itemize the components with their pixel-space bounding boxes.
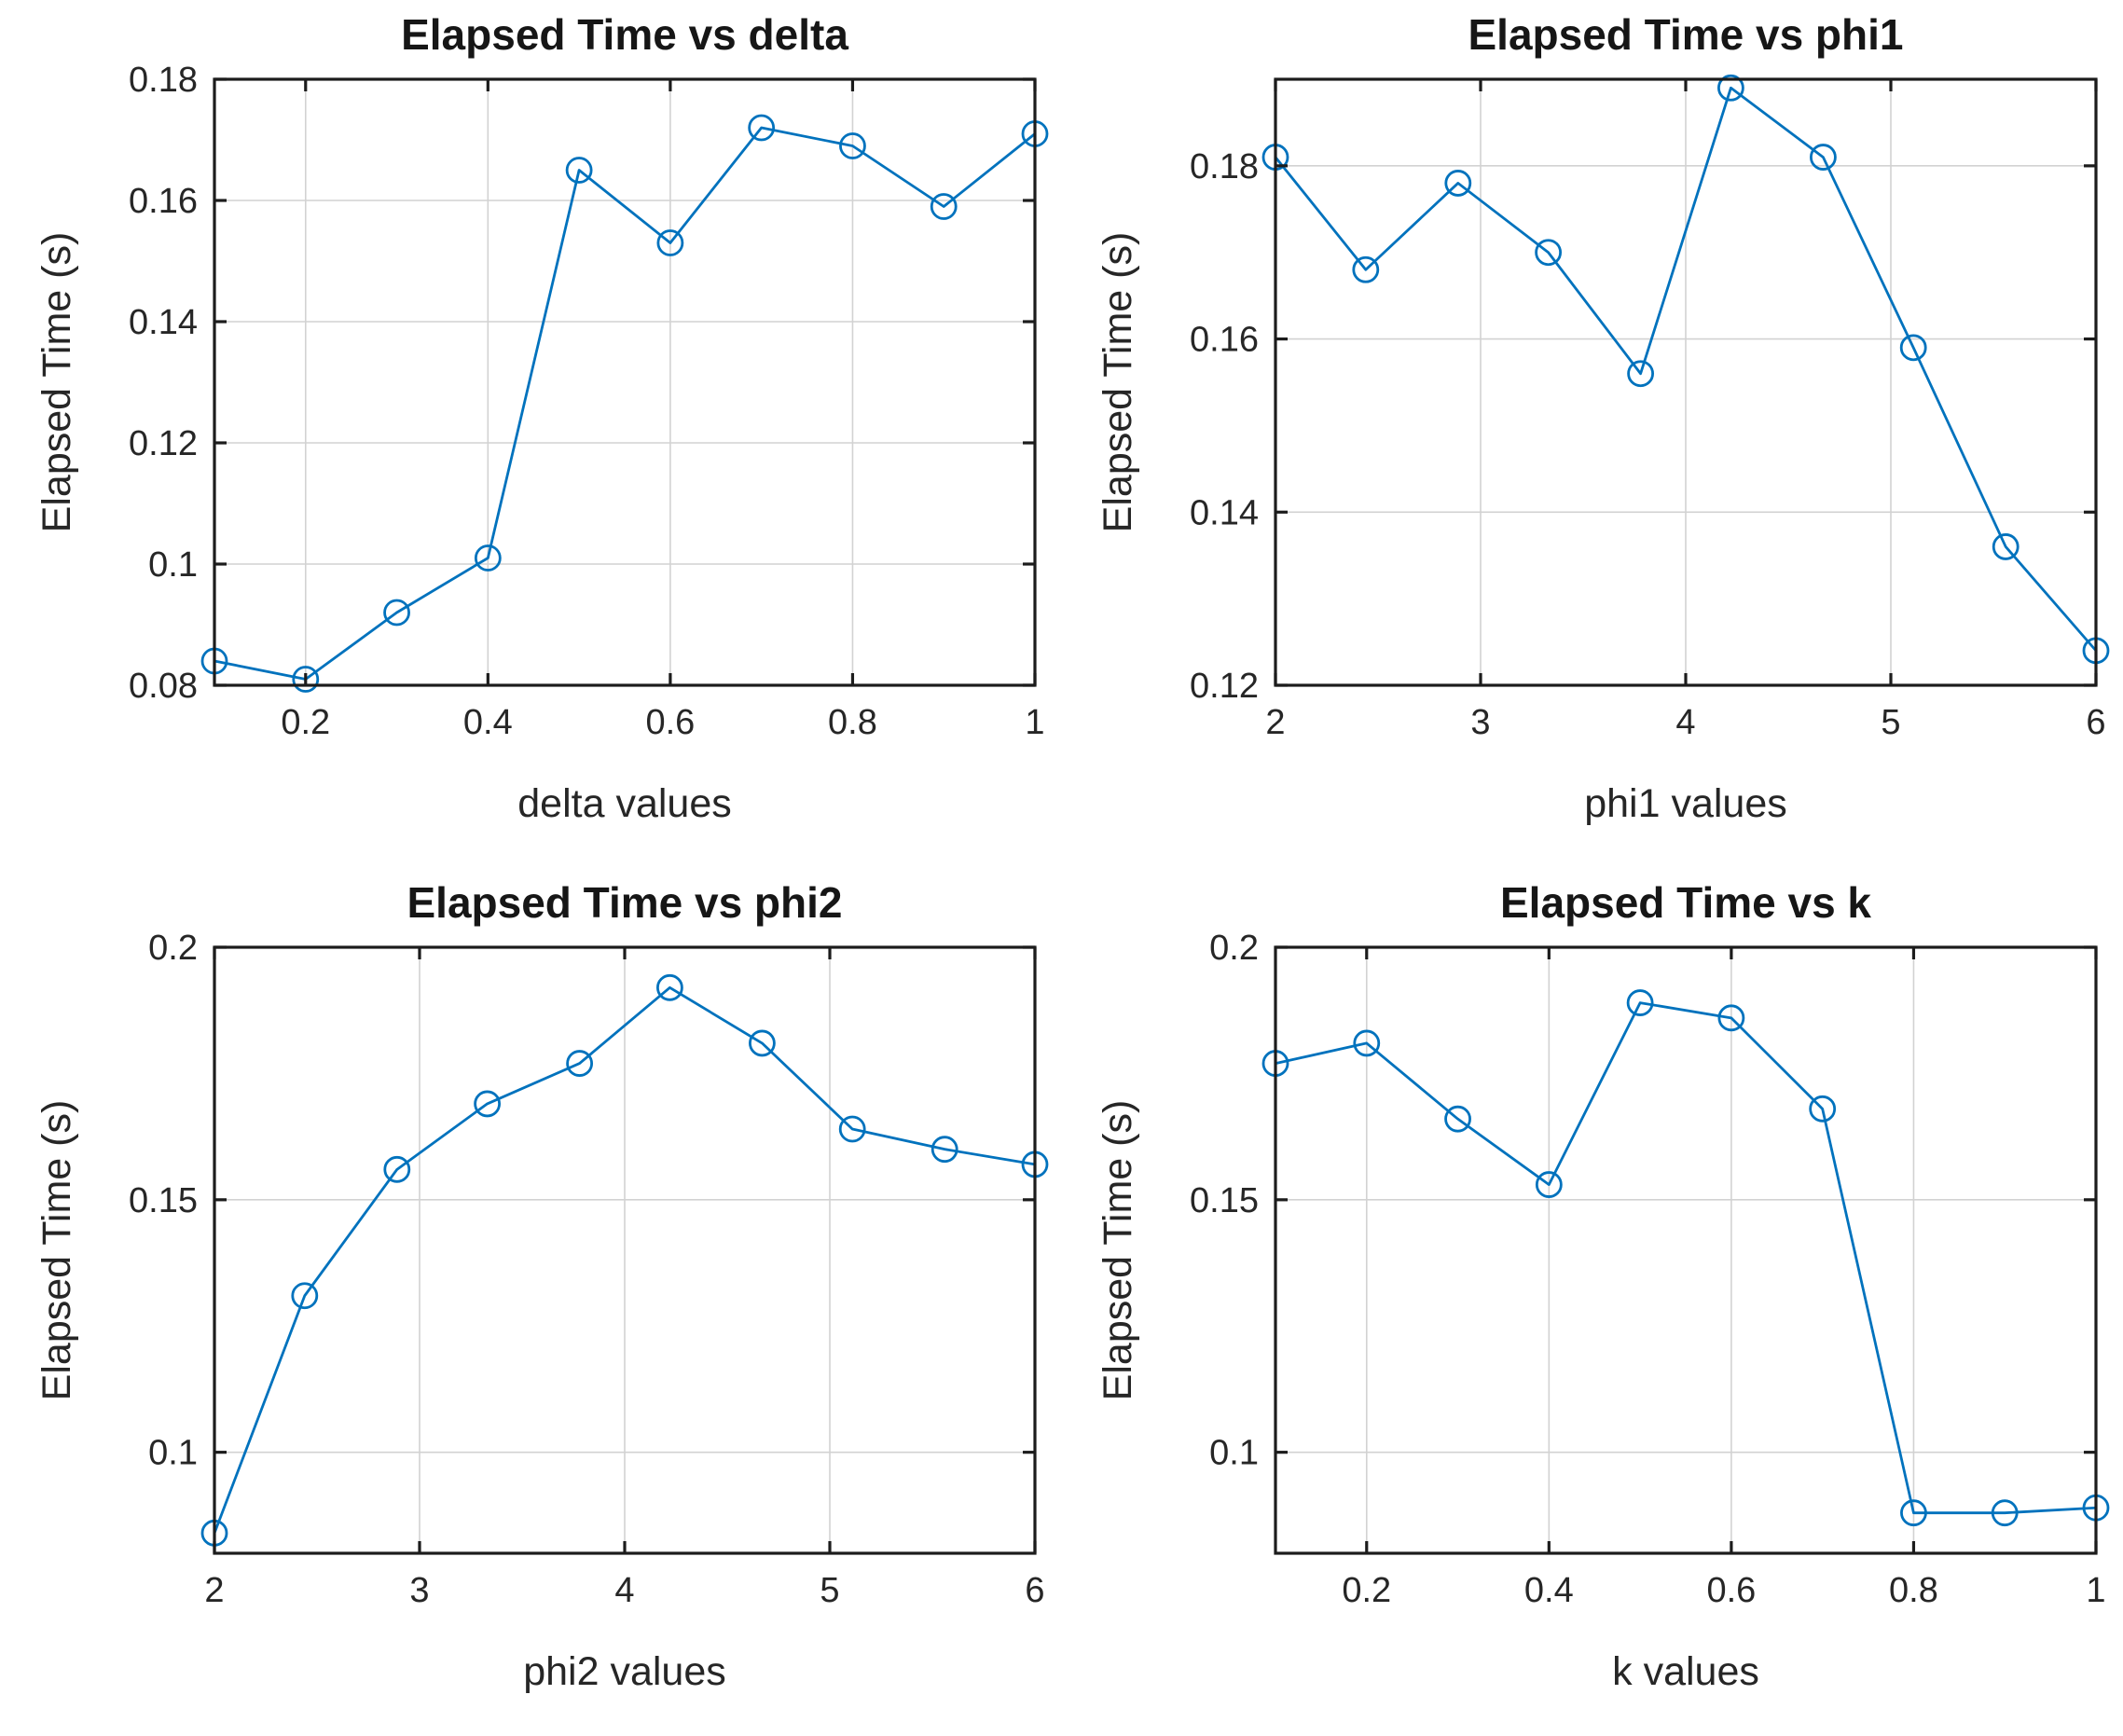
svg-text:3: 3 <box>409 1571 429 1610</box>
chart-title-delta: Elapsed Time vs delta <box>401 10 848 59</box>
svg-text:6: 6 <box>2086 703 2105 742</box>
svg-text:0.14: 0.14 <box>1190 493 1259 532</box>
subplot-phi1: 2 3 4 5 6 0.12 0.14 0.16 0.18 Elapsed Time vs ph… <box>1061 0 2123 868</box>
svg-text:0.08: 0.08 <box>129 667 198 706</box>
svg-text:6: 6 <box>1025 1571 1044 1610</box>
svg-text:2: 2 <box>1265 703 1285 742</box>
x-axis-label-phi2: phi2 values <box>523 1649 726 1694</box>
x-axis-label-phi1: phi1 values <box>1584 781 1787 826</box>
svg-text:0.14: 0.14 <box>129 303 198 342</box>
chart-title-phi2: Elapsed Time vs phi2 <box>407 878 843 927</box>
svg-text:0.4: 0.4 <box>463 703 513 742</box>
svg-text:0.2: 0.2 <box>281 703 330 742</box>
svg-text:0.12: 0.12 <box>1190 667 1259 706</box>
svg-text:0.18: 0.18 <box>129 61 198 100</box>
svg-text:1: 1 <box>2086 1571 2105 1610</box>
svg-text:4: 4 <box>1675 703 1695 742</box>
svg-text:0.18: 0.18 <box>1190 147 1259 186</box>
subplot-phi2: 2 3 4 5 6 0.1 0.15 0.2 Elapsed Time vs phi2 Ela… <box>0 868 1061 1736</box>
svg-text:0.1: 0.1 <box>1209 1434 1259 1473</box>
plot-area-phi2: 2 3 4 5 6 0.1 0.15 0.2 <box>129 929 1049 1610</box>
svg-text:5: 5 <box>820 1571 839 1610</box>
svg-text:0.2: 0.2 <box>148 929 198 968</box>
chart-title-k: Elapsed Time vs k <box>1499 878 1872 927</box>
svg-text:0.15: 0.15 <box>1190 1181 1259 1220</box>
svg-text:2: 2 <box>204 1571 224 1610</box>
subplot-k: 0.2 0.4 0.6 0.8 1 0.1 0.15 0.2 Elapsed Time vs … <box>1061 868 2123 1736</box>
svg-text:0.1: 0.1 <box>148 1434 198 1473</box>
x-axis-label-k: k values <box>1612 1649 1759 1694</box>
subplot-delta: 0.2 0.4 0.6 0.8 1 0.08 0.1 0.12 0.14 0.16 0.18 Ela… <box>0 0 1061 868</box>
svg-text:0.16: 0.16 <box>1190 321 1259 360</box>
plot-area-delta: 0.2 0.4 0.6 0.8 1 0.08 0.1 0.12 0.14 0.16 0.18 <box>129 61 1049 742</box>
svg-text:0.2: 0.2 <box>1342 1571 1391 1610</box>
svg-text:0.6: 0.6 <box>1706 1571 1756 1610</box>
y-axis-label-k: Elapsed Time (s) <box>1096 1099 1140 1401</box>
svg-text:0.16: 0.16 <box>129 182 198 221</box>
svg-text:0.8: 0.8 <box>828 703 877 742</box>
svg-text:5: 5 <box>1881 703 1900 742</box>
y-axis-label-phi1: Elapsed Time (s) <box>1096 231 1140 533</box>
svg-text:0.1: 0.1 <box>148 545 198 585</box>
x-axis-label-delta: delta values <box>517 781 732 826</box>
svg-text:3: 3 <box>1470 703 1490 742</box>
svg-text:0.8: 0.8 <box>1889 1571 1938 1610</box>
chart-title-phi1: Elapsed Time vs phi1 <box>1468 10 1904 59</box>
svg-text:0.6: 0.6 <box>645 703 695 742</box>
svg-text:0.4: 0.4 <box>1524 1571 1574 1610</box>
y-axis-label-delta: Elapsed Time (s) <box>34 231 79 533</box>
plot-area-k: 0.2 0.4 0.6 0.8 1 0.1 0.15 0.2 <box>1190 929 2110 1610</box>
svg-text:0.12: 0.12 <box>129 424 198 463</box>
svg-text:1: 1 <box>1025 703 1044 742</box>
y-axis-label-phi2: Elapsed Time (s) <box>34 1099 79 1401</box>
svg-text:4: 4 <box>614 1571 634 1610</box>
svg-text:0.2: 0.2 <box>1209 929 1259 968</box>
plot-area-phi1: 2 3 4 5 6 0.12 0.14 0.16 0.18 <box>1190 74 2110 742</box>
svg-text:0.15: 0.15 <box>129 1181 198 1220</box>
